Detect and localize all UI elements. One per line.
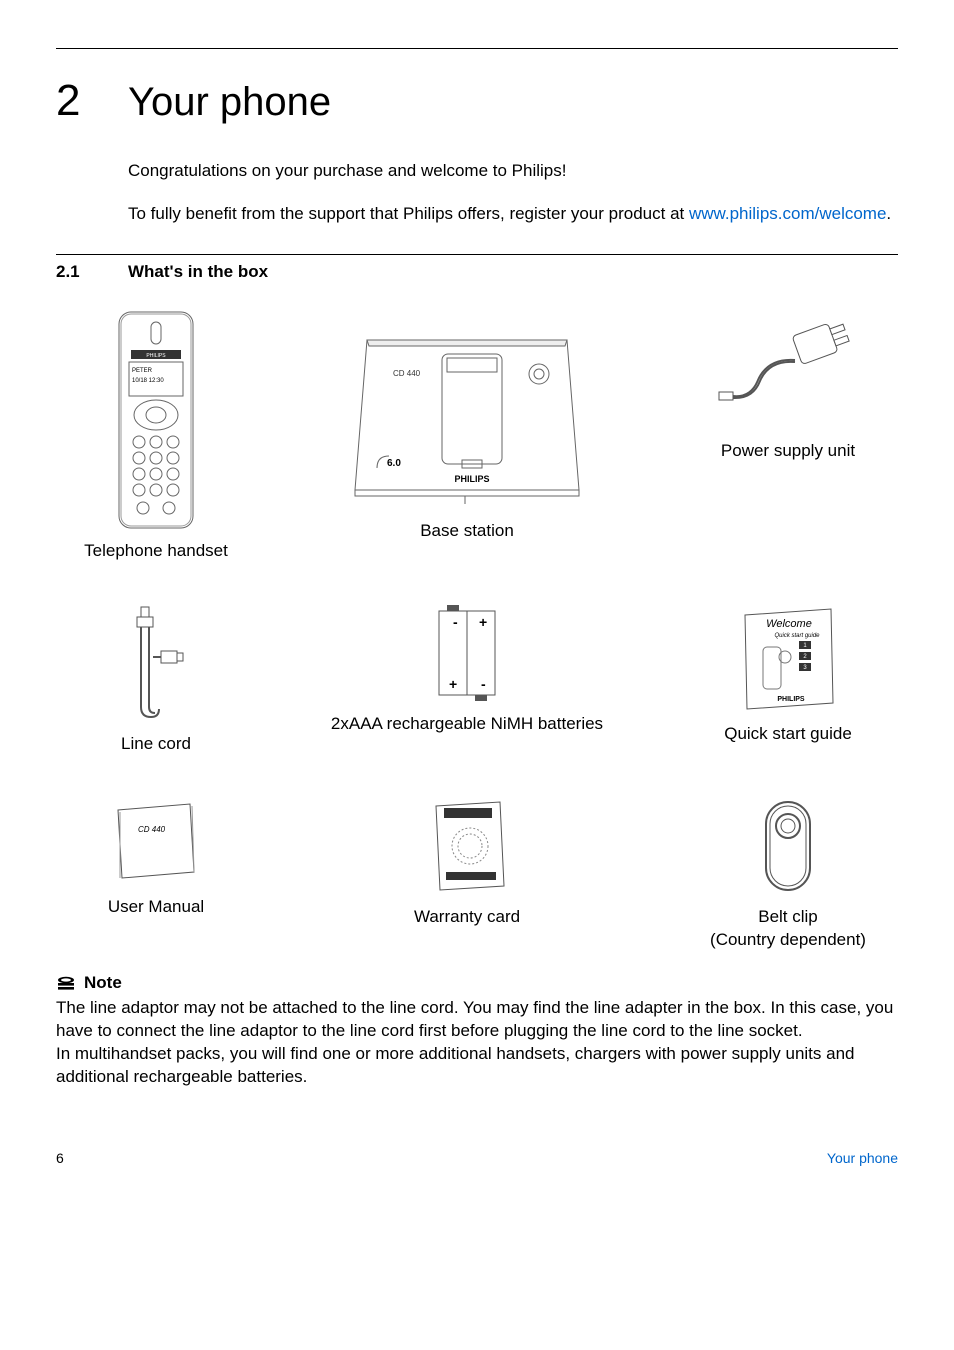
- section-rule: [56, 254, 898, 255]
- note-header: Note: [56, 972, 898, 995]
- base-brand-text: PHILIPS: [454, 474, 489, 484]
- svg-text:-: -: [481, 676, 486, 692]
- quickstart-caption: Quick start guide: [724, 723, 852, 746]
- svg-text:+: +: [449, 676, 457, 692]
- base-illustration: CD 440 6.0 PHILIPS: [347, 310, 587, 510]
- register-pre: To fully benefit from the support that P…: [128, 204, 689, 223]
- base-caption: Base station: [420, 520, 514, 543]
- qsg-brand-text: PHILIPS: [777, 696, 805, 703]
- note-icon: [56, 975, 76, 991]
- manual-model-text: CD 440: [138, 825, 166, 834]
- svg-text:-: -: [453, 614, 458, 630]
- handset-caption: Telephone handset: [84, 540, 228, 563]
- item-manual: CD 440 User Manual: [56, 796, 256, 952]
- linecord-caption: Line cord: [121, 733, 191, 756]
- handset-brand-text: PHILIPS: [146, 353, 166, 359]
- qsg-sub-text: Quick start guide: [774, 633, 820, 639]
- item-quickstart: Welcome Quick start guide 1 2 3 PHILIPS …: [678, 603, 898, 756]
- section-number: 2.1: [56, 261, 128, 284]
- beltclip-caption: Belt clip (Country dependent): [710, 906, 866, 952]
- item-beltclip: Belt clip (Country dependent): [678, 796, 898, 952]
- register-paragraph: To fully benefit from the support that P…: [128, 203, 898, 226]
- page-number: 6: [56, 1149, 64, 1168]
- item-psu: Power supply unit: [678, 310, 898, 563]
- note-body: The line adaptor may not be attached to …: [56, 997, 898, 1089]
- box-row-3: CD 440 User Manual Warranty card: [56, 796, 898, 952]
- chapter-header: 2 Your phone: [56, 71, 898, 130]
- psu-caption: Power supply unit: [721, 440, 855, 463]
- chapter-title: Your phone: [128, 75, 331, 129]
- batteries-illustration: - + + -: [427, 603, 507, 703]
- chapter-number: 2: [56, 71, 128, 130]
- item-base: CD 440 6.0 PHILIPS Base station: [317, 310, 617, 563]
- footer-section-name: Your phone: [827, 1149, 898, 1168]
- manual-illustration: CD 440: [106, 796, 206, 886]
- psu-illustration: [713, 310, 863, 430]
- handset-name-text: PETER: [132, 368, 153, 374]
- section-title: What's in the box: [128, 261, 268, 284]
- warranty-illustration: [422, 796, 512, 896]
- item-handset: PHILIPS PETER 10/18 12:30 Telephone hand…: [56, 310, 256, 563]
- batteries-caption: 2xAAA rechargeable NiMH batteries: [331, 713, 603, 736]
- qsg-title-text: Welcome: [766, 618, 812, 630]
- intro-block: Congratulations on your purchase and wel…: [128, 160, 898, 226]
- beltclip-illustration: [748, 796, 828, 896]
- box-row-2: Line cord - + + - 2xAAA rechargeable NiM…: [56, 603, 898, 756]
- linecord-illustration: [111, 603, 201, 723]
- svg-text:+: +: [479, 614, 487, 630]
- beltclip-label: Belt clip: [758, 907, 818, 926]
- item-linecord: Line cord: [56, 603, 256, 756]
- register-post: .: [886, 204, 891, 223]
- svg-text:6.0: 6.0: [387, 458, 401, 469]
- note-label: Note: [84, 972, 122, 995]
- item-warranty: Warranty card: [317, 796, 617, 952]
- box-row-1: PHILIPS PETER 10/18 12:30 Telephone hand…: [56, 310, 898, 563]
- base-model-text: CD 440: [393, 369, 421, 378]
- top-rule: [56, 48, 898, 49]
- handset-date-text: 10/18 12:30: [132, 378, 164, 384]
- beltclip-sub: (Country dependent): [710, 930, 866, 949]
- warranty-caption: Warranty card: [414, 906, 520, 929]
- section-header: 2.1 What's in the box: [56, 261, 898, 284]
- handset-illustration: PHILIPS PETER 10/18 12:30: [111, 310, 201, 530]
- page-footer: 6 Your phone: [56, 1149, 898, 1168]
- item-batteries: - + + - 2xAAA rechargeable NiMH batterie…: [317, 603, 617, 756]
- quickstart-illustration: Welcome Quick start guide 1 2 3 PHILIPS: [733, 603, 843, 713]
- manual-caption: User Manual: [108, 896, 204, 919]
- intro-line: Congratulations on your purchase and wel…: [128, 160, 898, 183]
- welcome-link[interactable]: www.philips.com/welcome: [689, 204, 886, 223]
